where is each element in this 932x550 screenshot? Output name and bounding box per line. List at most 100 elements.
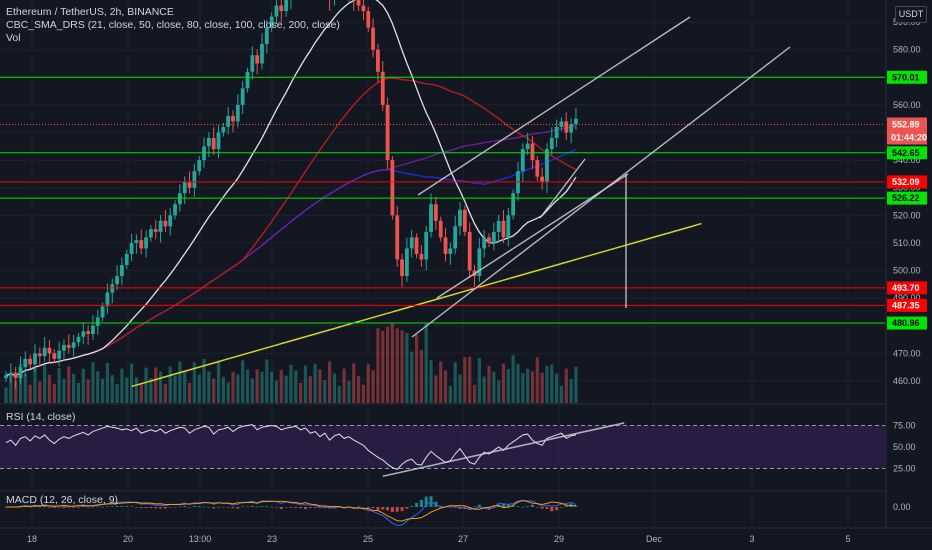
candle-body (448, 248, 453, 254)
rsi-label[interactable]: RSI (14, close) (6, 411, 76, 423)
macd-histogram-bar (400, 507, 404, 512)
macd-histogram-bar (226, 507, 230, 508)
level-tag-text: 570.01 (892, 72, 920, 82)
macd-histogram-bar (139, 507, 143, 509)
macd-histogram-bar (473, 506, 477, 508)
volume-bar (115, 384, 119, 403)
candle-body (371, 27, 375, 50)
candle-body (284, 0, 289, 12)
candle-body (13, 372, 18, 379)
candle-body (115, 276, 119, 285)
volume-bar (72, 373, 76, 403)
rsi-trendline (382, 422, 625, 478)
volume-bar (439, 361, 443, 403)
macd-histogram-bar (149, 507, 153, 509)
macd-histogram-bar (105, 506, 109, 508)
volume-bar (347, 380, 351, 403)
price-tick-label: 580.00 (893, 45, 921, 55)
candle-body (361, 5, 366, 12)
volume-bar (410, 351, 414, 403)
macd-label[interactable]: MACD (12, 26, close, 9) (6, 494, 119, 506)
currency-button[interactable]: USDT (895, 6, 927, 23)
volume-label[interactable]: Vol (6, 32, 21, 44)
level-tag-text: 532.09 (892, 177, 920, 187)
macd-histogram-bar (357, 506, 361, 508)
price-tick-label: 560.00 (893, 100, 921, 110)
volume-bar (134, 377, 139, 403)
macd-histogram-bar (43, 505, 47, 507)
candle-body (366, 11, 371, 28)
candle-body (458, 209, 462, 227)
volume-bar (463, 357, 467, 403)
candle-body (260, 44, 264, 64)
candle-body (380, 71, 385, 105)
macd-histogram-bar (574, 505, 578, 507)
candle-body (385, 104, 390, 161)
volume-bar (535, 357, 539, 403)
macd-histogram-bar (526, 506, 530, 507)
time-tick-label: 27 (458, 534, 468, 544)
macd-histogram-bar (86, 506, 90, 508)
volume-bar (574, 366, 578, 403)
candle-body (52, 353, 57, 359)
volume-bar (289, 364, 293, 403)
volume-bar (62, 378, 66, 403)
volume-bar (207, 371, 211, 403)
macd-histogram-bar (376, 507, 380, 510)
candle-body (197, 160, 202, 172)
macd-histogram-bar (308, 507, 312, 508)
volume-bar (192, 362, 196, 403)
level-tag-text: 526.22 (892, 193, 920, 203)
volume-bar (139, 383, 143, 403)
candle-body (511, 193, 516, 216)
macd-histogram-bar (284, 507, 288, 508)
volume-bar (540, 372, 544, 403)
candle-body (404, 248, 409, 277)
macd-histogram-bar (294, 507, 298, 508)
price-tick-label: 470.00 (893, 348, 921, 358)
volume-bar (545, 365, 549, 403)
candle-body (129, 242, 134, 254)
macd-histogram-bar (221, 507, 225, 508)
candle-body (23, 358, 28, 368)
volume-bar (43, 364, 47, 403)
volume-bar (255, 369, 259, 403)
level-tag-542.65 (887, 146, 927, 160)
macd-histogram-bar (188, 507, 192, 508)
volume-bar (125, 377, 129, 403)
candle-body (105, 292, 110, 307)
macd-histogram-bar (192, 505, 196, 507)
volume-bar (168, 366, 172, 403)
trendlines (411, 16, 791, 338)
macd-histogram-bar (274, 507, 278, 508)
volume-bar (477, 358, 481, 403)
candle-body (255, 55, 260, 64)
volume-bar (501, 363, 506, 403)
volume-bar (526, 368, 530, 403)
time-tick-label: 23 (267, 534, 277, 544)
macd-histogram-bar (115, 506, 119, 507)
signal-line (6, 500, 576, 522)
volume-bar (381, 330, 385, 403)
candle-body (158, 220, 163, 232)
candle-body (192, 171, 197, 188)
symbol-title[interactable]: Ethereum / TetherUS, 2h, BINANCE (6, 6, 174, 18)
candle-body (57, 350, 62, 359)
candle-body (525, 143, 530, 150)
time-axis: 18 20 13:00 23 25 27 29 Dec 3 5 (27, 534, 851, 544)
macd-histogram-bar (260, 506, 264, 507)
macd-histogram-bar (439, 505, 443, 507)
ma-indicator-label[interactable]: CBC_SMA_DRS (21, close, 50, close, 80, c… (6, 19, 340, 31)
candle-body (33, 353, 37, 365)
volume-bar (405, 333, 409, 403)
candle-body (540, 176, 545, 183)
volume-bar (101, 378, 105, 403)
level-tag-526.22 (887, 191, 927, 205)
candle-body (95, 317, 100, 326)
macd-histogram-bar (241, 506, 245, 507)
macd-histogram-bar (57, 507, 61, 508)
macd-histogram-bar (337, 507, 341, 508)
candle-body (554, 126, 559, 139)
volume-bar (163, 383, 167, 403)
